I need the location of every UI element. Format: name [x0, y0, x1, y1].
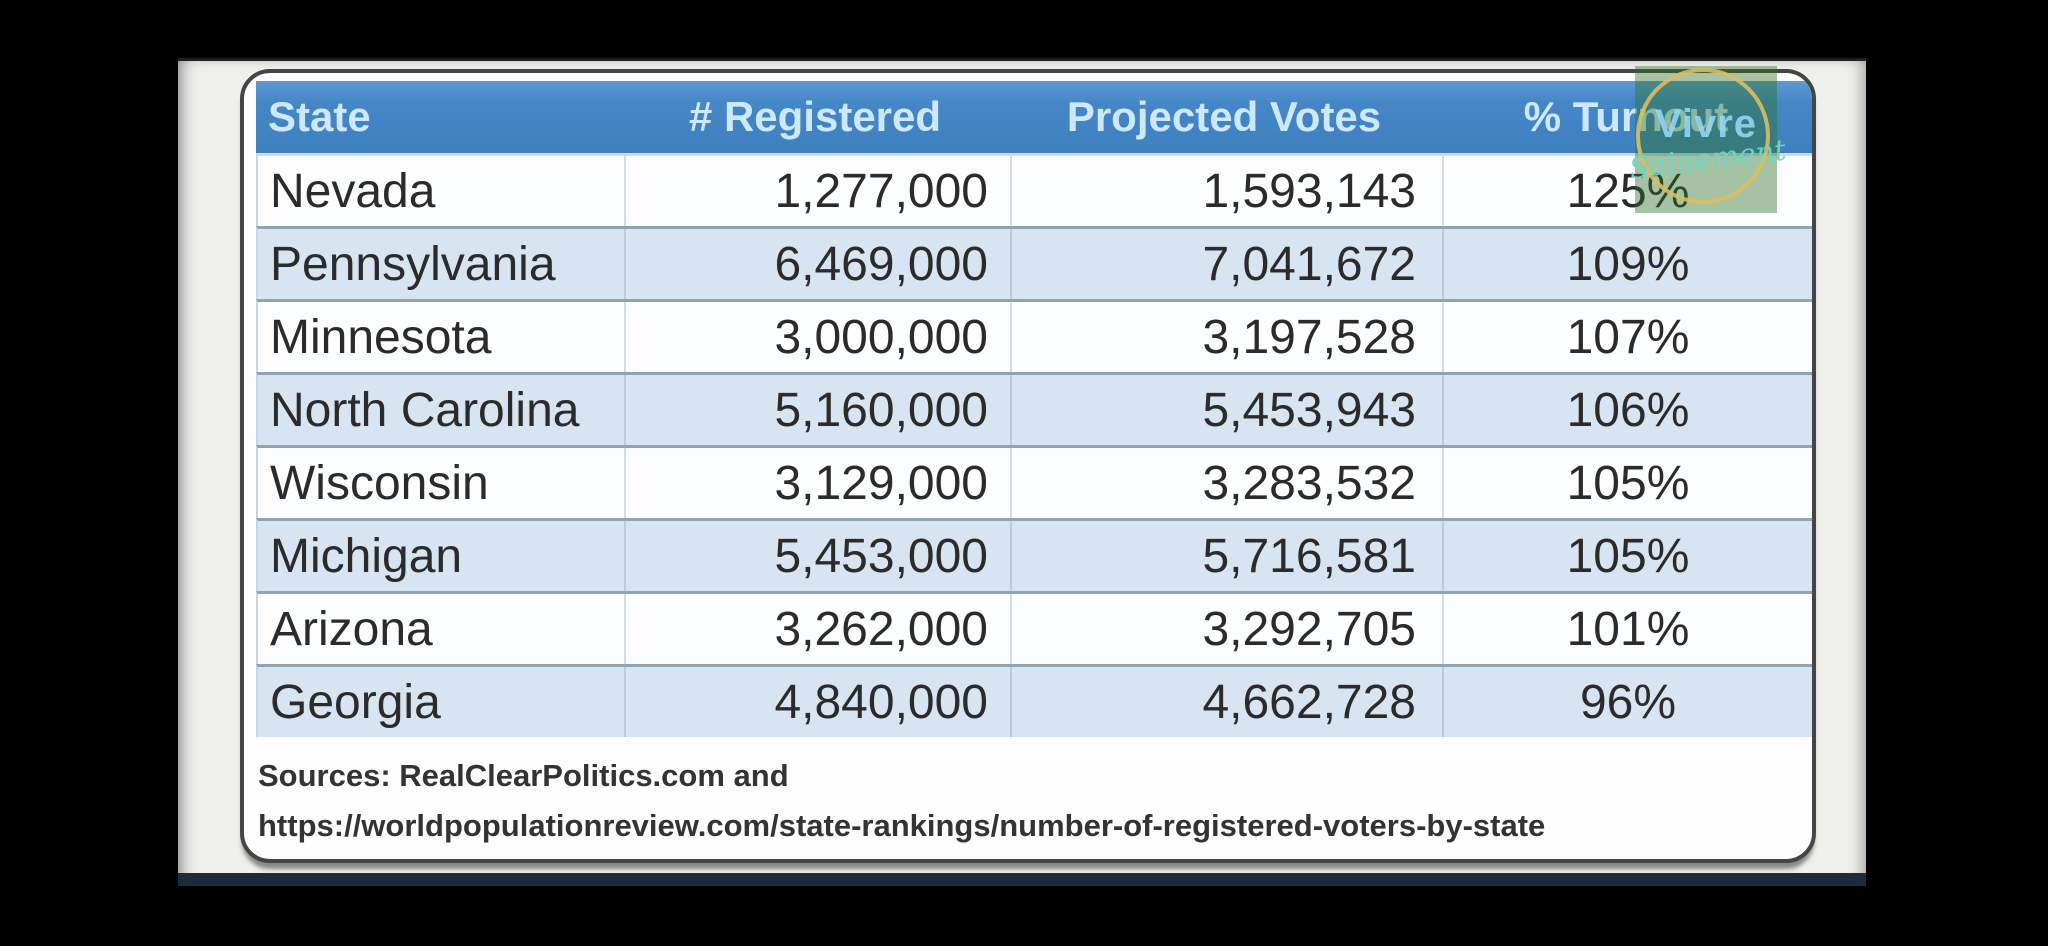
cell-turnout: 105% [1442, 521, 1812, 591]
table-row: Wisconsin 3,129,000 3,283,532 105% [256, 445, 1812, 518]
cell-projected-votes: 1,593,143 [1010, 156, 1442, 226]
cell-registered: 3,000,000 [624, 302, 1010, 372]
cell-turnout: 109% [1442, 229, 1812, 299]
cell-registered: 3,129,000 [624, 448, 1010, 518]
cell-projected-votes: 4,662,728 [1010, 667, 1442, 737]
column-header-projected-votes: Projected Votes [1066, 93, 1382, 140]
cell-state: Wisconsin [270, 456, 489, 510]
cell-projected-votes: 3,292,705 [1010, 594, 1442, 664]
cell-registered: 5,453,000 [624, 521, 1010, 591]
sources-line-1: Sources: RealClearPolitics.com and [258, 758, 789, 793]
turnout-table: State # Registered Projected Votes % Tur… [256, 81, 1812, 737]
table-card: State # Registered Projected Votes % Tur… [240, 69, 1816, 863]
cell-registered: 6,469,000 [624, 229, 1010, 299]
table-body: Nevada 1,277,000 1,593,143 125% Pennsylvania… [256, 153, 1812, 737]
sources-line-2: https://worldpopulationreview.com/state-… [258, 808, 1546, 843]
table-header-row: State # Registered Projected Votes % Tur… [256, 81, 1812, 153]
sources-note: Sources: RealClearPolitics.com and https… [258, 751, 1792, 851]
cell-projected-votes: 3,283,532 [1010, 448, 1442, 518]
table-row: Minnesota 3,000,000 3,197,528 107% [256, 299, 1812, 372]
cell-turnout: 106% [1442, 375, 1812, 445]
cell-registered: 3,262,000 [624, 594, 1010, 664]
cell-state: Georgia [270, 675, 441, 729]
cell-projected-votes: 7,041,672 [1010, 229, 1442, 299]
cell-state: Michigan [270, 529, 463, 583]
cell-turnout: 107% [1442, 302, 1812, 372]
cell-projected-votes: 5,716,581 [1010, 521, 1442, 591]
cell-state: Minnesota [270, 310, 492, 364]
cell-state: Pennsylvania [270, 237, 556, 291]
cell-state: Nevada [270, 164, 436, 218]
cell-state: Arizona [270, 602, 433, 656]
watermark-logo: Vivre Sainement [1628, 66, 1788, 213]
table-row: Pennsylvania 6,469,000 7,041,672 109% [256, 226, 1812, 299]
table-row: Nevada 1,277,000 1,593,143 125% [256, 153, 1812, 226]
table-row: Michigan 5,453,000 5,716,581 105% [256, 518, 1812, 591]
cell-projected-votes: 3,197,528 [1010, 302, 1442, 372]
cell-registered: 4,840,000 [624, 667, 1010, 737]
cell-state: North Carolina [270, 383, 580, 437]
table-row: North Carolina 5,160,000 5,453,943 106% [256, 372, 1812, 445]
table-row: Arizona 3,262,000 3,292,705 101% [256, 591, 1812, 664]
cell-registered: 5,160,000 [624, 375, 1010, 445]
slide-bottom-bar [178, 873, 1866, 886]
table-row: Georgia 4,840,000 4,662,728 96% [256, 664, 1812, 737]
slide-stage: State # Registered Projected Votes % Tur… [178, 58, 1866, 886]
column-header-state: State [268, 93, 371, 140]
cell-turnout: 96% [1442, 667, 1812, 737]
cell-turnout: 101% [1442, 594, 1812, 664]
cell-turnout: 105% [1442, 448, 1812, 518]
watermark-ring-icon [1636, 68, 1770, 204]
cell-registered: 1,277,000 [624, 156, 1010, 226]
column-header-registered: # Registered [688, 93, 942, 140]
watermark-brand-line1: Vivre [1654, 102, 1758, 146]
cell-projected-votes: 5,453,943 [1010, 375, 1442, 445]
